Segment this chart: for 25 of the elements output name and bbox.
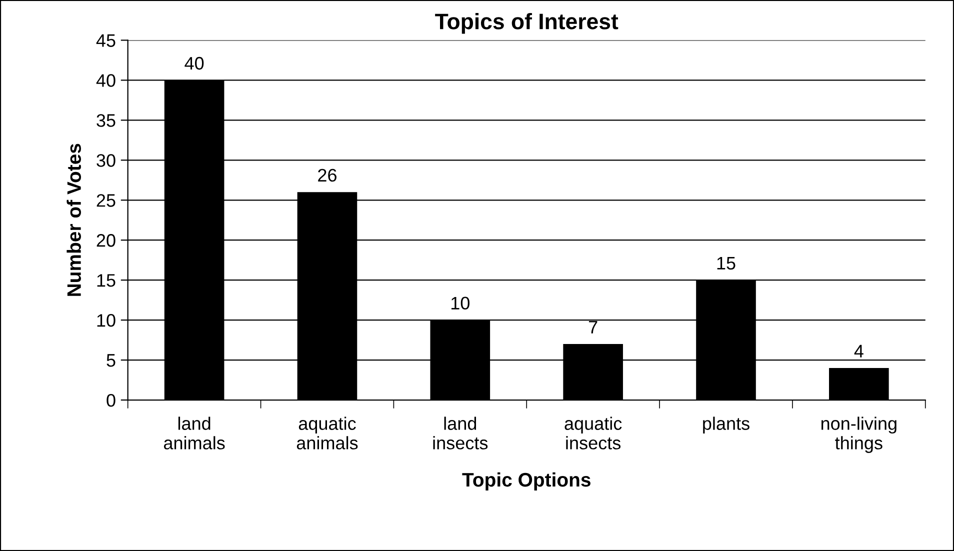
y-tick-label: 45 [96,34,116,47]
y-axis-title: Number of Votes [66,144,81,296]
data-label: 4 [854,344,864,358]
y-tick-label: 5 [106,354,116,367]
x-tick-label: plants [703,416,750,434]
x-tick-label: land insects [433,416,488,450]
y-tick-label: 35 [96,114,116,127]
y-tick-label: 15 [97,274,116,287]
data-label: 10 [451,296,470,310]
data-label: 40 [184,56,204,70]
x-tick-label: non-living things [821,416,896,453]
y-tick-label: 30 [96,154,116,167]
x-tick-label: land animals [164,416,225,450]
data-label: 7 [588,320,598,334]
y-tick-label: 40 [96,74,116,87]
y-tick-label: 25 [96,194,116,207]
x-axis-title: Topic Options [462,472,590,491]
y-tick-label: 20 [96,234,116,247]
y-tick-label: 0 [106,394,116,407]
x-tick-label: aquatic animals [296,416,358,450]
chart-title: Topics of Interest [435,13,618,34]
x-tick-label: aquatic insects [564,416,622,450]
data-label: 15 [717,256,736,270]
y-tick-label: 10 [97,314,116,327]
data-label: 26 [318,168,336,182]
